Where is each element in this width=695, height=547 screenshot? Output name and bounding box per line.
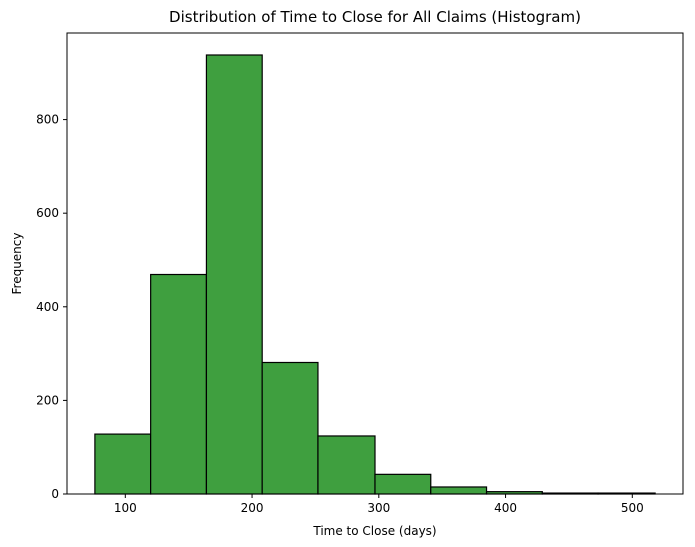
histogram-bar-1 bbox=[94, 433, 152, 495]
histogram-bar-3 bbox=[205, 54, 263, 495]
x-axis-label: Time to Close (days) bbox=[312, 524, 436, 538]
y-tick-label-400: 400 bbox=[36, 300, 59, 314]
x-tick-label-500: 500 bbox=[621, 501, 644, 515]
x-tick-label-300: 300 bbox=[367, 501, 390, 515]
x-tick-label-100: 100 bbox=[114, 501, 137, 515]
x-tick-label-200: 200 bbox=[241, 501, 264, 515]
chart-title: Distribution of Time to Close for All Cl… bbox=[169, 8, 581, 26]
y-tick-label-600: 600 bbox=[36, 206, 59, 220]
histogram-bar-6 bbox=[374, 473, 432, 495]
histogram-bar-7 bbox=[430, 486, 488, 495]
y-axis-ticks: 0 200 400 600 800 bbox=[36, 113, 67, 501]
y-tick-label-0: 0 bbox=[51, 487, 59, 501]
x-axis-ticks: 100 200 300 400 500 bbox=[114, 494, 644, 515]
histogram-bar-2 bbox=[150, 273, 208, 495]
y-tick-label-200: 200 bbox=[36, 393, 59, 407]
x-tick-label-400: 400 bbox=[494, 501, 517, 515]
histogram-bar-5 bbox=[317, 435, 376, 495]
y-tick-label-800: 800 bbox=[36, 113, 59, 127]
bars-group bbox=[94, 54, 656, 495]
histogram-bar-4 bbox=[261, 361, 319, 495]
y-axis-label: Frequency bbox=[10, 233, 24, 295]
plot-frame bbox=[66, 32, 684, 495]
